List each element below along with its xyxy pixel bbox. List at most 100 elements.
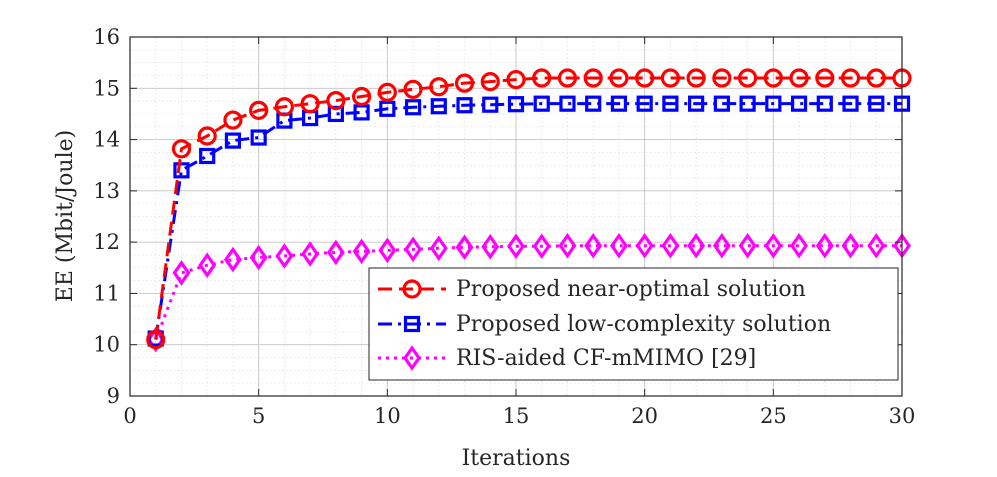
- data-point-square: [739, 95, 756, 112]
- series-1: [146, 68, 912, 350]
- y-tick-label: 9: [107, 384, 120, 408]
- data-point-circle: [326, 90, 346, 111]
- y-tick-label: 12: [93, 230, 120, 254]
- legend-label: RIS-aided CF-mMIMO [29]: [456, 346, 756, 371]
- series-line-1: [154, 76, 902, 340]
- data-point-circle: [557, 68, 578, 88]
- y-tick-label: 11: [93, 281, 120, 305]
- data-point-circle: [403, 79, 423, 99]
- data-point-square: [713, 95, 730, 112]
- data-point-circle: [171, 139, 192, 159]
- data-point-circle: [454, 73, 475, 93]
- data-point-circle: [789, 68, 809, 88]
- y-tick-label: 15: [93, 76, 120, 100]
- data-point-circle: [223, 110, 243, 130]
- data-point-circle: [377, 82, 397, 102]
- data-point-circle: [815, 68, 835, 88]
- data-point-square: [765, 95, 782, 112]
- y-axis-label: EE (Mbit/Joule): [53, 130, 78, 302]
- data-point-circle: [737, 68, 758, 88]
- tick-labels: 0 5 10 15 20 25 30 9 10 11 12 13 14 15 16: [93, 25, 915, 428]
- data-point-circle: [866, 68, 886, 88]
- data-point-diamond: [275, 243, 294, 269]
- legend-entry-1: Proposed near-optimal solution: [378, 277, 806, 302]
- data-point-square: [404, 99, 422, 116]
- x-tick-label: 5: [252, 404, 265, 428]
- x-tick-label: 0: [123, 404, 136, 428]
- data-point-circle: [429, 77, 449, 97]
- series-layer: [146, 68, 912, 353]
- data-point-circle: [480, 72, 500, 92]
- data-point-circle: [635, 68, 655, 88]
- data-point-square: [533, 95, 550, 112]
- series-2: [147, 95, 911, 347]
- data-point-circle: [146, 329, 166, 350]
- data-point-square: [585, 95, 602, 112]
- data-point-circle: [686, 68, 706, 88]
- data-point-diamond: [481, 233, 500, 260]
- legend-label: Proposed low-complexity solution: [456, 312, 831, 337]
- data-point-diamond: [249, 244, 268, 271]
- x-tick-label: 10: [374, 404, 401, 428]
- data-point-square: [662, 95, 679, 112]
- data-point-square: [199, 147, 216, 165]
- data-point-circle: [763, 68, 783, 88]
- data-point-diamond: [584, 232, 603, 259]
- data-point-circle: [609, 68, 629, 88]
- data-point-circle: [712, 68, 732, 88]
- data-point-diamond: [352, 238, 371, 265]
- data-point-diamond: [172, 260, 191, 286]
- legend-entry-2: Proposed low-complexity solution: [378, 312, 831, 337]
- data-point-square: [868, 95, 885, 112]
- legend-marker-square: [403, 315, 421, 333]
- data-point-square: [456, 97, 473, 114]
- ticks: [129, 36, 903, 397]
- data-point-diamond: [326, 239, 345, 266]
- data-point-diamond: [635, 232, 654, 259]
- data-point-diamond: [867, 232, 886, 259]
- legend-marker-circle: [402, 279, 422, 299]
- data-point-square: [816, 95, 833, 112]
- data-point-square: [559, 95, 576, 112]
- data-point-circle: [532, 68, 552, 88]
- y-tick-label: 13: [93, 179, 120, 203]
- data-point-diamond: [146, 326, 165, 353]
- data-point-square: [379, 100, 396, 117]
- data-point-diamond: [687, 232, 706, 259]
- data-point-circle: [583, 68, 603, 88]
- data-point-circle: [274, 97, 294, 117]
- series-3: [146, 232, 911, 353]
- data-point-square: [842, 95, 859, 112]
- data-point-circle: [249, 100, 269, 120]
- data-point-circle: [300, 94, 320, 114]
- x-axis-label: Iterations: [462, 446, 571, 471]
- major-grid: [130, 37, 902, 396]
- x-tick-label: 20: [631, 404, 658, 428]
- data-point-diamond: [609, 232, 628, 259]
- data-point-circle: [506, 69, 526, 90]
- data-point-diamond: [404, 236, 423, 263]
- data-point-diamond: [790, 232, 809, 259]
- data-point-diamond: [661, 232, 680, 259]
- data-point-diamond: [815, 232, 834, 259]
- data-point-circle: [197, 126, 217, 146]
- data-point-square: [507, 96, 525, 113]
- data-point-square: [688, 95, 705, 112]
- data-point-diamond: [455, 234, 474, 261]
- legend-box: [368, 267, 899, 381]
- data-point-diamond: [764, 232, 783, 259]
- data-point-circle: [660, 68, 681, 88]
- data-point-square: [173, 162, 190, 179]
- series-line-2: [154, 102, 902, 339]
- data-point-square: [224, 132, 242, 149]
- x-tick-label: 25: [760, 404, 787, 428]
- data-point-diamond: [507, 233, 525, 260]
- data-point-circle: [840, 68, 861, 88]
- data-point-diamond: [841, 232, 860, 259]
- data-point-diamond: [712, 232, 731, 259]
- y-tick-label: 10: [93, 333, 120, 357]
- data-point-square: [790, 95, 808, 112]
- x-tick-label: 15: [503, 404, 530, 428]
- legend: Proposed near-optimal solution Proposed l…: [368, 267, 899, 381]
